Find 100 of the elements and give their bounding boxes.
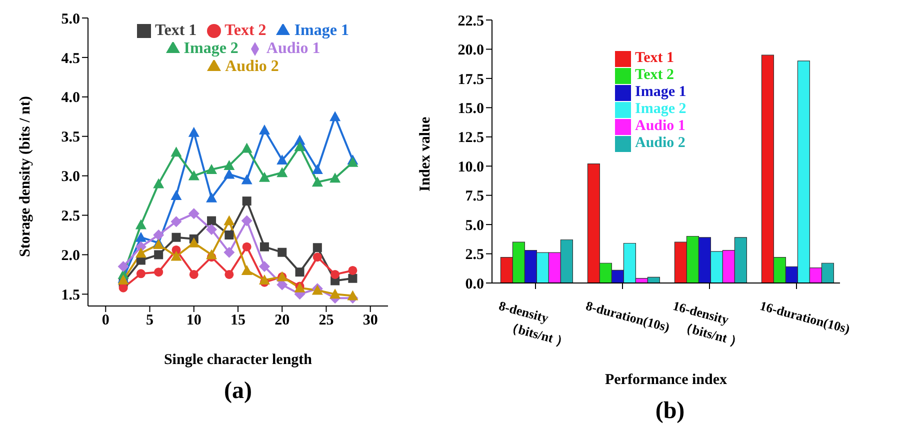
legend-label: Audio 1 (635, 118, 686, 134)
point (278, 248, 287, 257)
point (260, 242, 269, 252)
legend-label: Audio 2 (225, 58, 279, 75)
point (241, 264, 252, 275)
x-tick-label: 25 (318, 312, 334, 329)
x-tick-label: 30 (362, 312, 378, 329)
point (295, 268, 304, 277)
point (312, 252, 322, 262)
point (241, 142, 252, 153)
point (154, 250, 164, 260)
point (224, 230, 234, 240)
point (172, 232, 181, 242)
point (135, 219, 146, 230)
y-axis-title: Index value (417, 116, 434, 192)
x-tick-label: 15 (230, 312, 246, 329)
point (153, 229, 164, 240)
y-tick-label: 4.0 (61, 90, 80, 106)
point (206, 224, 218, 235)
point (312, 176, 323, 187)
legend-label: Audio 1 (266, 40, 320, 57)
point (348, 266, 358, 275)
point (276, 167, 288, 178)
legend-label: Text 1 (635, 50, 674, 66)
y-tick-label: 1.5 (61, 287, 80, 304)
y-tick-label: 20.0 (458, 42, 484, 59)
point (135, 232, 146, 242)
point (312, 243, 322, 252)
x-axis-title: Single character length (164, 352, 313, 368)
point (347, 290, 358, 300)
point (330, 270, 340, 279)
text: (a) (223, 378, 253, 405)
point (118, 261, 129, 272)
point (224, 246, 235, 258)
x-tick-label: 20 (274, 312, 290, 329)
point (312, 164, 323, 174)
point (258, 261, 270, 272)
y-tick-label: 10.0 (458, 159, 484, 176)
y-tick-label: 4.5 (61, 50, 80, 67)
y-tick-label: 22.5 (458, 13, 484, 30)
x-axis-title: Performance index (604, 372, 728, 388)
point (188, 208, 200, 220)
point (188, 170, 200, 180)
point (170, 216, 182, 228)
point (330, 288, 341, 299)
point (170, 146, 182, 157)
point (188, 237, 200, 248)
point (170, 250, 182, 261)
y-tick-label: 12.5 (458, 130, 484, 146)
point (153, 178, 164, 188)
y-tick-label: 2.5 (465, 247, 484, 264)
point (242, 196, 252, 206)
y-tick-label: 15.0 (458, 100, 484, 117)
legend-label: Text 2 (224, 22, 266, 39)
point (207, 216, 216, 226)
x-tick-label: 5 (146, 312, 154, 329)
point (154, 268, 164, 277)
y-tick-label: 2.0 (61, 248, 80, 264)
point (258, 124, 270, 135)
legend-label: Audio 2 (635, 135, 686, 151)
point (330, 172, 341, 183)
legend-label: Image 2 (184, 40, 238, 57)
y-tick-label: 5.0 (61, 11, 80, 28)
point (224, 160, 235, 170)
x-tick-label: 0 (102, 312, 110, 329)
legend-label: Image 1 (635, 84, 686, 100)
legend-label: Text 2 (635, 67, 674, 83)
point (258, 172, 270, 182)
legend-label: Image 2 (635, 101, 686, 117)
point (258, 274, 270, 284)
point (206, 164, 218, 174)
point (206, 249, 218, 260)
point (136, 269, 146, 278)
legend-label: Text 1 (155, 22, 197, 39)
y-tick-label: 2.5 (61, 208, 80, 225)
point (188, 126, 200, 137)
y-tick-label: 7.5 (465, 188, 484, 205)
text: (b) (654, 398, 686, 425)
point (242, 242, 252, 252)
y-axis-title: Storage density (bits / nt) (17, 96, 34, 257)
y-tick-label: 5.0 (465, 218, 484, 234)
y-tick-label: 17.5 (458, 72, 484, 88)
point (276, 154, 288, 165)
point (224, 168, 235, 179)
point (224, 215, 235, 226)
y-tick-label: 0.0 (465, 276, 484, 292)
point (294, 141, 306, 152)
point (330, 111, 341, 122)
x-tick-label: 10 (186, 312, 202, 329)
point (170, 190, 182, 200)
y-tick-label: 3.5 (61, 130, 80, 146)
legend-label: Image 1 (294, 22, 349, 39)
point (189, 270, 198, 279)
point (348, 274, 358, 283)
point (224, 270, 234, 279)
point (241, 174, 252, 184)
point (206, 192, 218, 202)
y-tick-label: 3.0 (61, 169, 80, 186)
point (135, 248, 146, 258)
point (241, 215, 252, 226)
